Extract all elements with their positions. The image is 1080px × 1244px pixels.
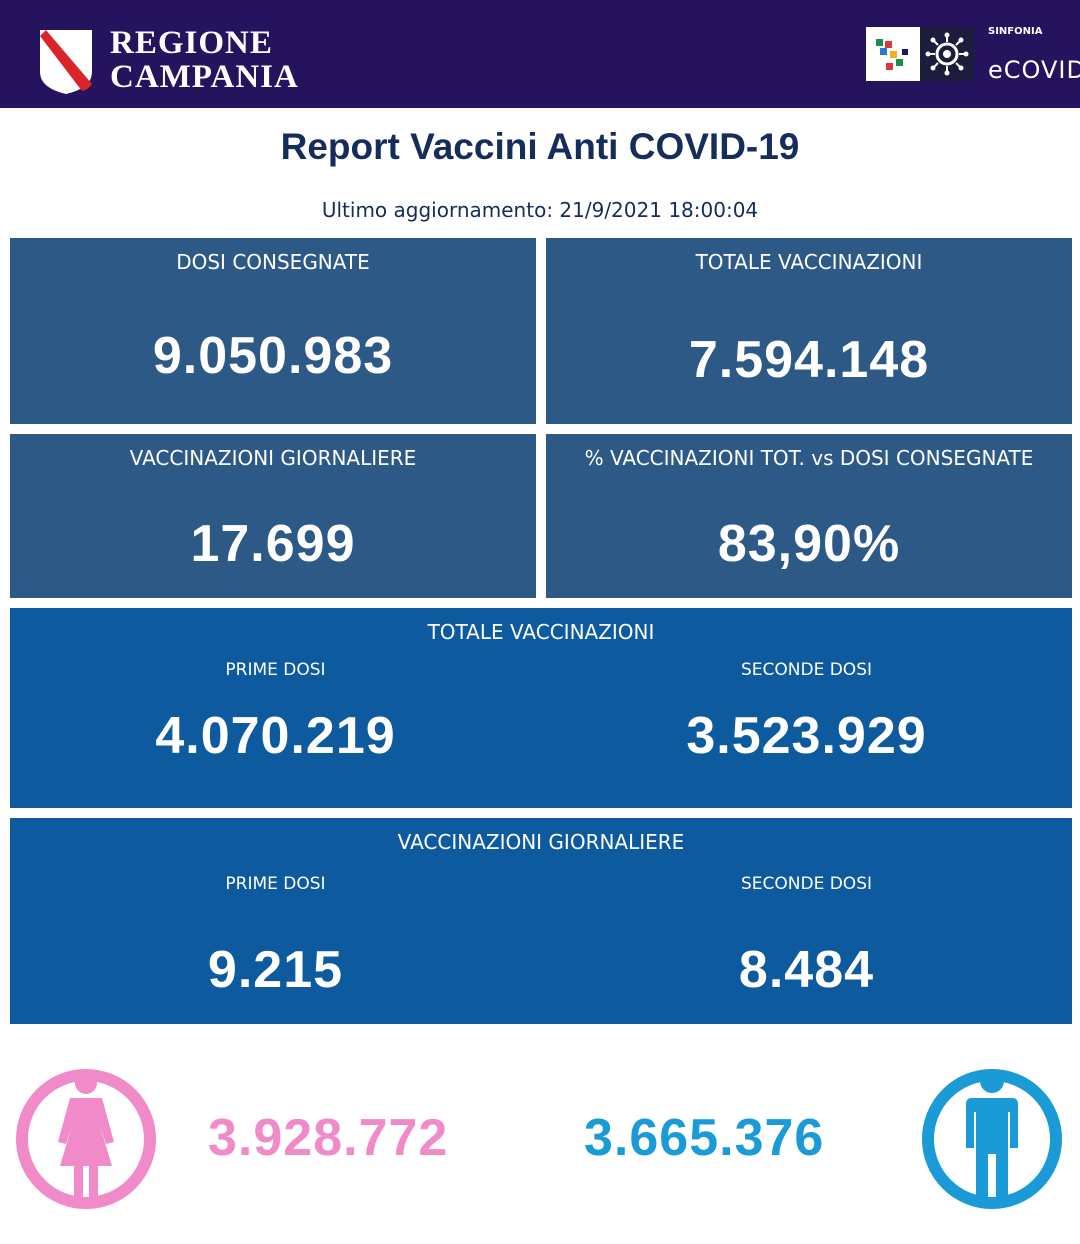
card-label: DOSI CONSEGNATE [176,250,370,274]
prime-dosi-label: PRIME DOSI [225,874,326,894]
male-icon [922,1069,1062,1209]
card-value: 7.594.148 [688,331,930,389]
male-count: 3.665.376 [584,1109,825,1167]
section-totale-vaccinazioni: TOTALE VACCINAZIONI PRIME DOSI SECONDE D… [10,608,1072,808]
last-updated: Ultimo aggiornamento: 21/9/2021 18:00:04 [321,198,759,222]
page-title: Report Vaccini Anti COVID-19 [280,126,800,167]
prime-dosi-value: 9.215 [207,941,344,999]
region-line2: CAMPANIA [110,59,299,95]
section-label: VACCINAZIONI GIORNALIERE [397,830,685,854]
ecovid-logo-icon [866,27,974,81]
ecovid-label: eCOVID [988,56,1080,84]
female-count: 3.928.772 [208,1109,449,1167]
prime-dosi-value: 4.070.219 [155,707,396,765]
card-label: % VACCINAZIONI TOT. vs DOSI CONSEGNATE [584,446,1034,470]
female-icon [16,1069,156,1209]
card-value: 17.699 [190,515,356,573]
card-percentuale: % VACCINAZIONI TOT. vs DOSI CONSEGNATE 8… [546,434,1072,598]
card-value: 83,90% [717,515,901,573]
sinfonia-label: SINFONIA [988,26,1043,37]
card-label: VACCINAZIONI GIORNALIERE [129,446,417,470]
prime-dosi-label: PRIME DOSI [225,660,326,680]
seconde-dosi-label: SECONDE DOSI [740,874,872,894]
card-label: TOTALE VACCINAZIONI [695,250,923,274]
region-line1: REGIONE [110,25,273,61]
campania-crest-icon [40,30,92,94]
seconde-dosi-value: 8.484 [738,941,875,999]
section-label: TOTALE VACCINAZIONI [427,620,655,644]
card-totale-vaccinazioni: TOTALE VACCINAZIONI 7.594.148 [546,238,1072,424]
header-bar: REGIONE CAMPANIA SINFONIA eCOVID [0,0,1080,108]
region-logo-text: REGIONE CAMPANIA [110,26,299,94]
seconde-dosi-label: SECONDE DOSI [740,660,872,680]
card-value: 9.050.983 [152,327,394,385]
section-vaccinazioni-giornaliere: VACCINAZIONI GIORNALIERE PRIME DOSI SECO… [10,818,1072,1024]
card-dosi-consegnate: DOSI CONSEGNATE 9.050.983 [10,238,536,424]
seconde-dosi-value: 3.523.929 [686,707,927,765]
card-vaccinazioni-giornaliere: VACCINAZIONI GIORNALIERE 17.699 [10,434,536,598]
